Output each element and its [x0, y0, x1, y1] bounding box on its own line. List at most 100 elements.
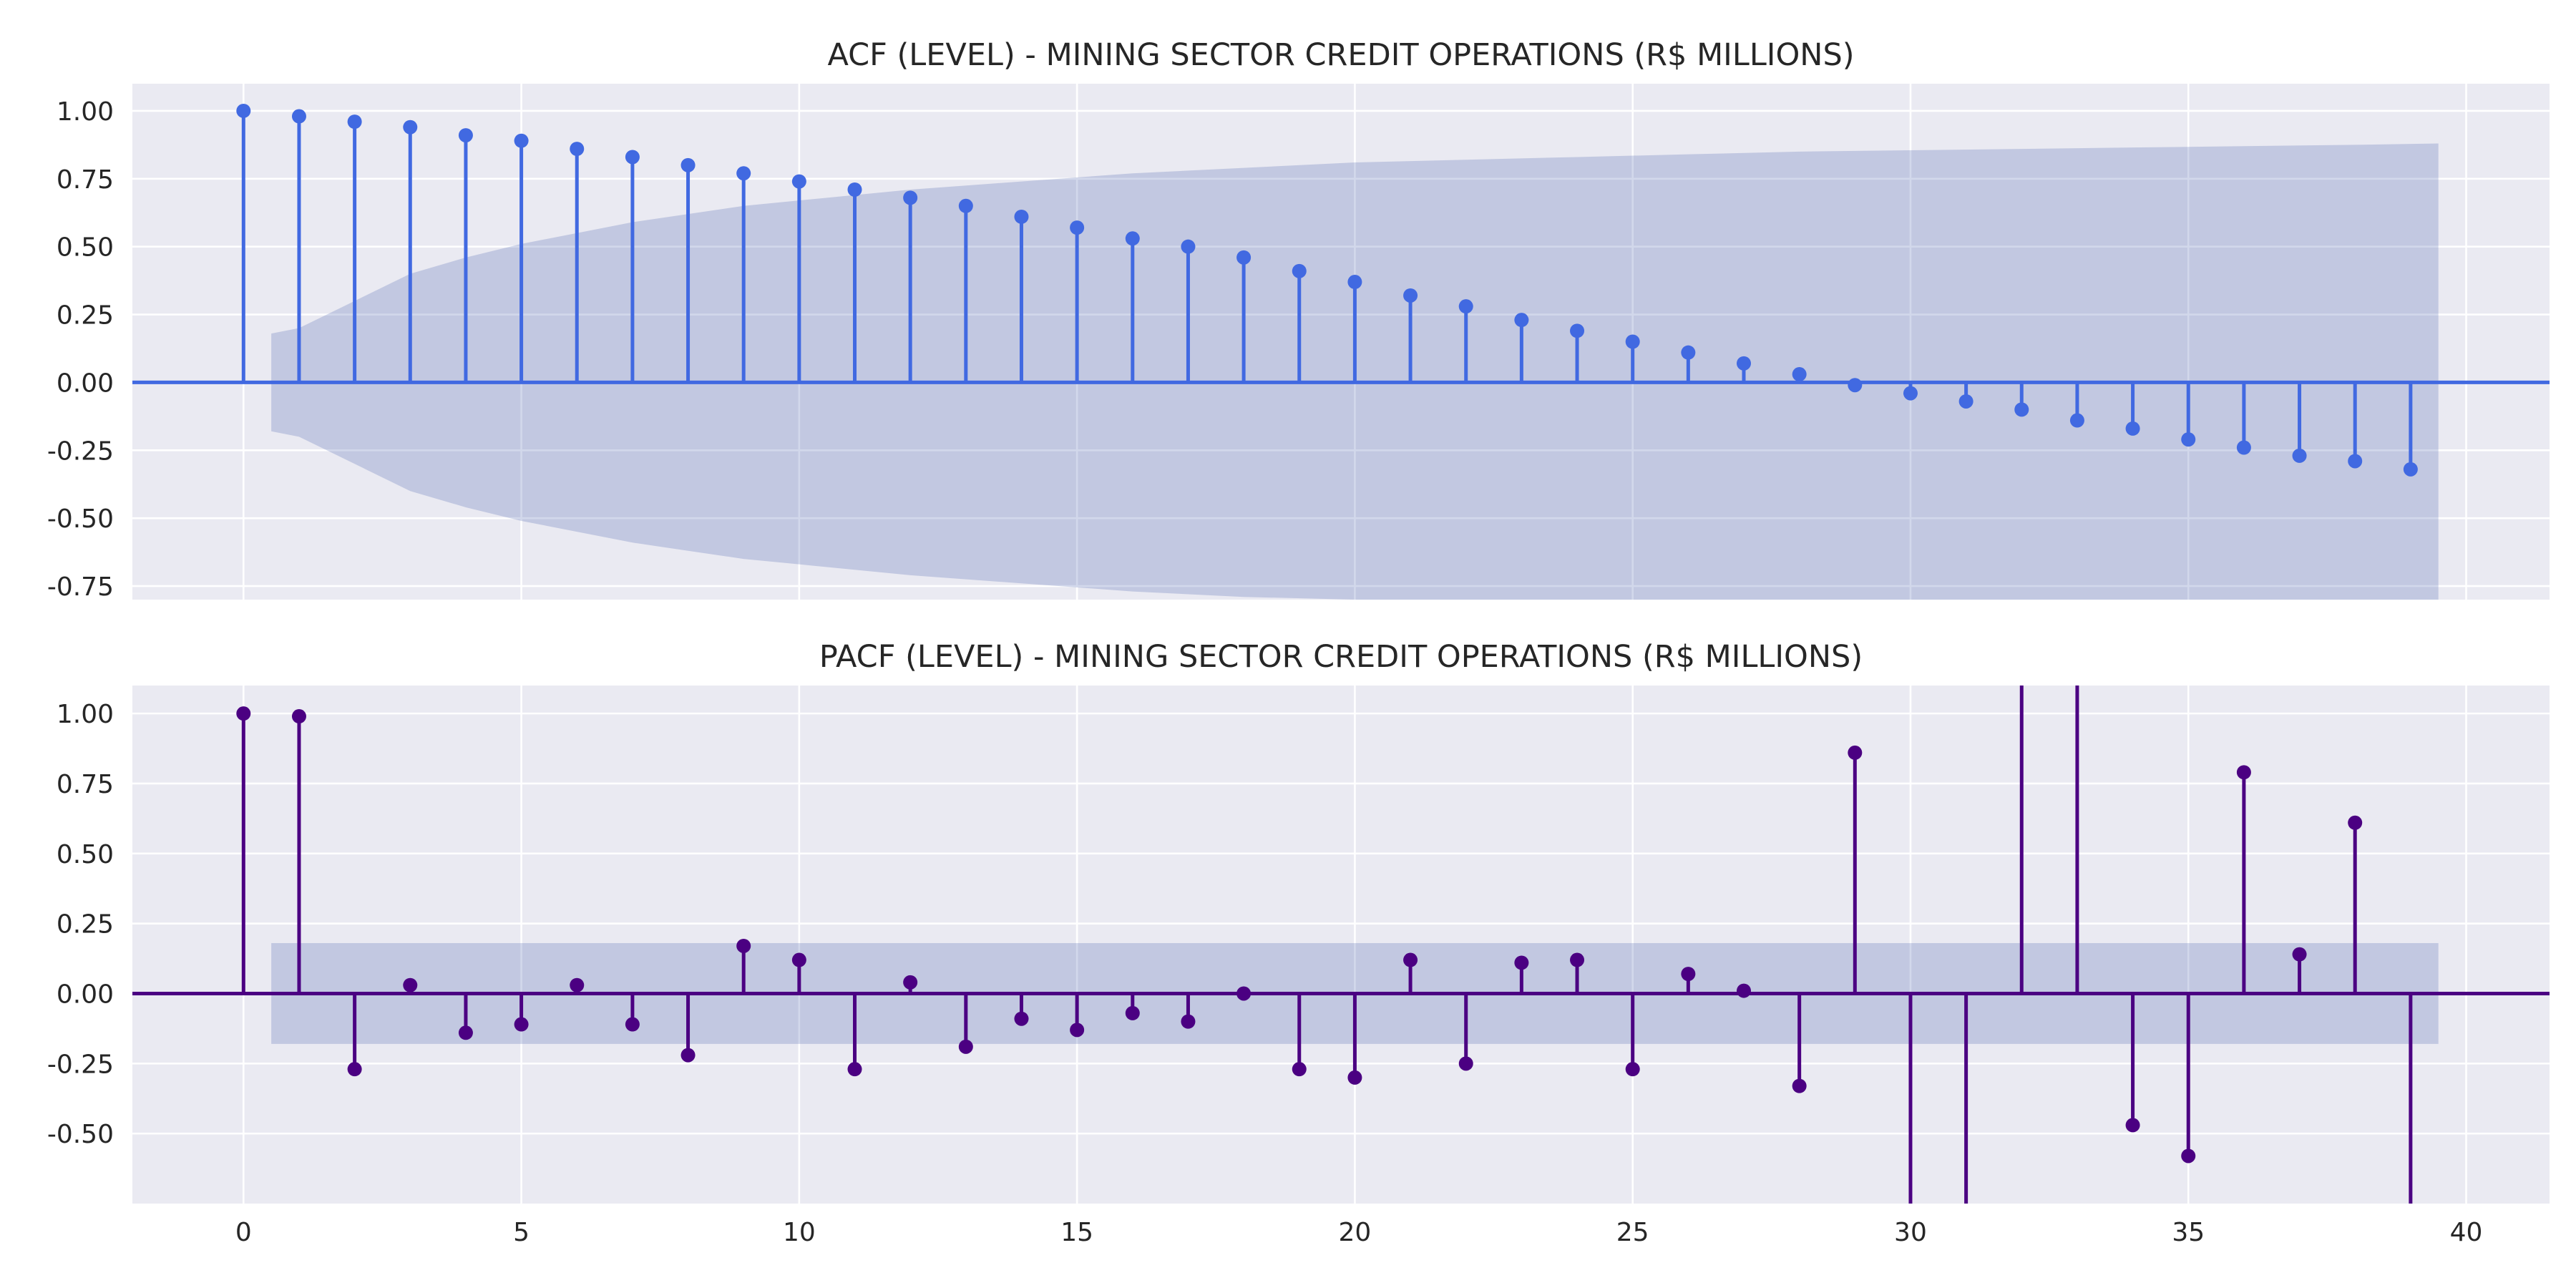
acf-marker — [1070, 220, 1085, 235]
pacf-marker — [736, 938, 751, 953]
acf-stems — [132, 103, 2550, 477]
pacf-marker — [514, 1017, 529, 1032]
pacf-marker — [680, 1048, 696, 1063]
pacf-grid — [132, 686, 2550, 1204]
acf-marker — [1014, 209, 1029, 224]
acf-marker — [347, 114, 362, 130]
acf-marker — [1903, 386, 1918, 401]
acf-marker — [1125, 231, 1140, 246]
pacf-y-tick-label: 0.75 — [57, 770, 114, 799]
acf-marker — [1681, 345, 1696, 360]
acf-y-tick-label: 0.50 — [57, 233, 114, 263]
pacf-marker — [2125, 1118, 2140, 1133]
pacf-x-tick-label: 30 — [1894, 1218, 1927, 1247]
acf-marker — [1737, 356, 1751, 371]
pacf-y-tick-label: 0.50 — [57, 840, 114, 869]
pacf-marker — [1681, 967, 1696, 982]
acf-y-tick-label: -0.75 — [47, 572, 114, 602]
acf-y-tick-label: -0.50 — [47, 504, 114, 534]
pacf-marker — [1347, 1070, 1362, 1085]
acf-marker — [403, 119, 418, 135]
pacf-marker — [403, 977, 418, 992]
pacf-marker — [2348, 815, 2363, 830]
acf-marker — [1792, 367, 1807, 382]
pacf-marker — [2292, 947, 2307, 962]
pacf-title: PACF (LEVEL) - MINING SECTOR CREDIT OPER… — [819, 639, 1863, 675]
acf-marker — [1625, 334, 1640, 349]
acf-marker — [1403, 288, 1418, 303]
acf-marker — [2014, 402, 2029, 417]
acf-y-tick-label: 0.75 — [57, 165, 114, 195]
pacf-marker — [958, 1039, 973, 1054]
pacf-marker — [1125, 1005, 1140, 1020]
pacf-marker — [1458, 1056, 1473, 1071]
acf-marker — [736, 166, 751, 181]
pacf-plot-area — [132, 686, 2550, 1204]
pacf-marker — [2236, 765, 2251, 780]
acf-marker — [236, 103, 251, 118]
pacf-marker — [347, 1062, 362, 1077]
acf-marker — [903, 190, 918, 205]
pacf-panel: 1.00 0.75 0.50 0.25 0.00 -0.25 -0.50 0 5 10 15 20 2… — [47, 639, 2550, 1247]
pacf-x-tick-label: 10 — [783, 1218, 816, 1247]
acf-marker — [625, 150, 640, 165]
pacf-marker — [625, 1017, 640, 1032]
pacf-marker — [1070, 1023, 1085, 1038]
pacf-marker — [1737, 983, 1751, 998]
acf-marker — [1181, 239, 1196, 254]
pacf-marker — [1014, 1011, 1029, 1026]
pacf-x-tick-label: 25 — [1616, 1218, 1649, 1247]
acf-marker — [2348, 454, 2363, 469]
acf-y-tick-label: 0.00 — [57, 369, 114, 398]
pacf-y-tick-label: -0.50 — [47, 1120, 114, 1149]
acf-marker — [2125, 421, 2140, 436]
acf-marker — [2069, 413, 2084, 428]
acf-marker — [680, 157, 696, 172]
acf-marker — [2292, 448, 2307, 463]
acf-title: ACF (LEVEL) - MINING SECTOR CREDIT OPERA… — [827, 37, 1854, 73]
pacf-marker — [1625, 1062, 1640, 1077]
acf-marker — [2236, 440, 2251, 455]
acf-marker — [570, 142, 585, 157]
acf-marker — [1570, 323, 1585, 338]
acf-marker — [1236, 250, 1252, 265]
acf-marker — [1292, 263, 1307, 278]
acf-panel: 1.00 0.75 0.50 0.25 0.00 -0.25 -0.50 -0.75 ACF … — [47, 37, 2550, 602]
acf-marker — [791, 174, 806, 189]
pacf-y-tick-label: 0.00 — [57, 980, 114, 1009]
pacf-stems — [132, 686, 2550, 1204]
acf-y-axis: 1.00 0.75 0.50 0.25 0.00 -0.25 -0.50 -0.75 — [47, 97, 114, 602]
pacf-x-tick-label: 15 — [1060, 1218, 1093, 1247]
pacf-y-tick-label: 0.25 — [57, 910, 114, 940]
acf-marker — [1514, 313, 1529, 328]
pacf-marker — [236, 706, 251, 721]
pacf-marker — [1403, 952, 1418, 967]
acf-marker — [2181, 432, 2196, 447]
pacf-marker — [847, 1062, 862, 1077]
pacf-y-axis: 1.00 0.75 0.50 0.25 0.00 -0.25 -0.50 — [47, 700, 114, 1149]
pacf-x-axis: 0 5 10 15 20 25 30 35 40 — [235, 1218, 2483, 1247]
pacf-x-tick-label: 40 — [2450, 1218, 2483, 1247]
pacf-x-tick-label: 5 — [513, 1218, 530, 1247]
pacf-marker — [903, 975, 918, 990]
pacf-marker — [791, 952, 806, 967]
pacf-marker — [1292, 1062, 1307, 1077]
acf-marker — [514, 133, 529, 148]
pacf-marker — [291, 709, 306, 724]
acf-marker — [1848, 378, 1863, 393]
acf-y-tick-label: 1.00 — [57, 97, 114, 127]
acf-marker — [1458, 299, 1473, 314]
pacf-x-tick-label: 20 — [1339, 1218, 1372, 1247]
pacf-marker — [1514, 955, 1529, 970]
acf-y-tick-label: 0.25 — [57, 301, 114, 331]
acf-marker — [958, 198, 973, 213]
acf-marker — [2403, 462, 2418, 477]
pacf-marker — [1792, 1078, 1807, 1093]
acf-marker — [291, 109, 306, 124]
acf-y-tick-label: -0.25 — [47, 436, 114, 466]
pacf-y-tick-label: 1.00 — [57, 700, 114, 729]
pacf-marker — [1236, 986, 1252, 1001]
acf-marker — [1347, 275, 1362, 290]
pacf-x-tick-label: 0 — [235, 1218, 252, 1247]
